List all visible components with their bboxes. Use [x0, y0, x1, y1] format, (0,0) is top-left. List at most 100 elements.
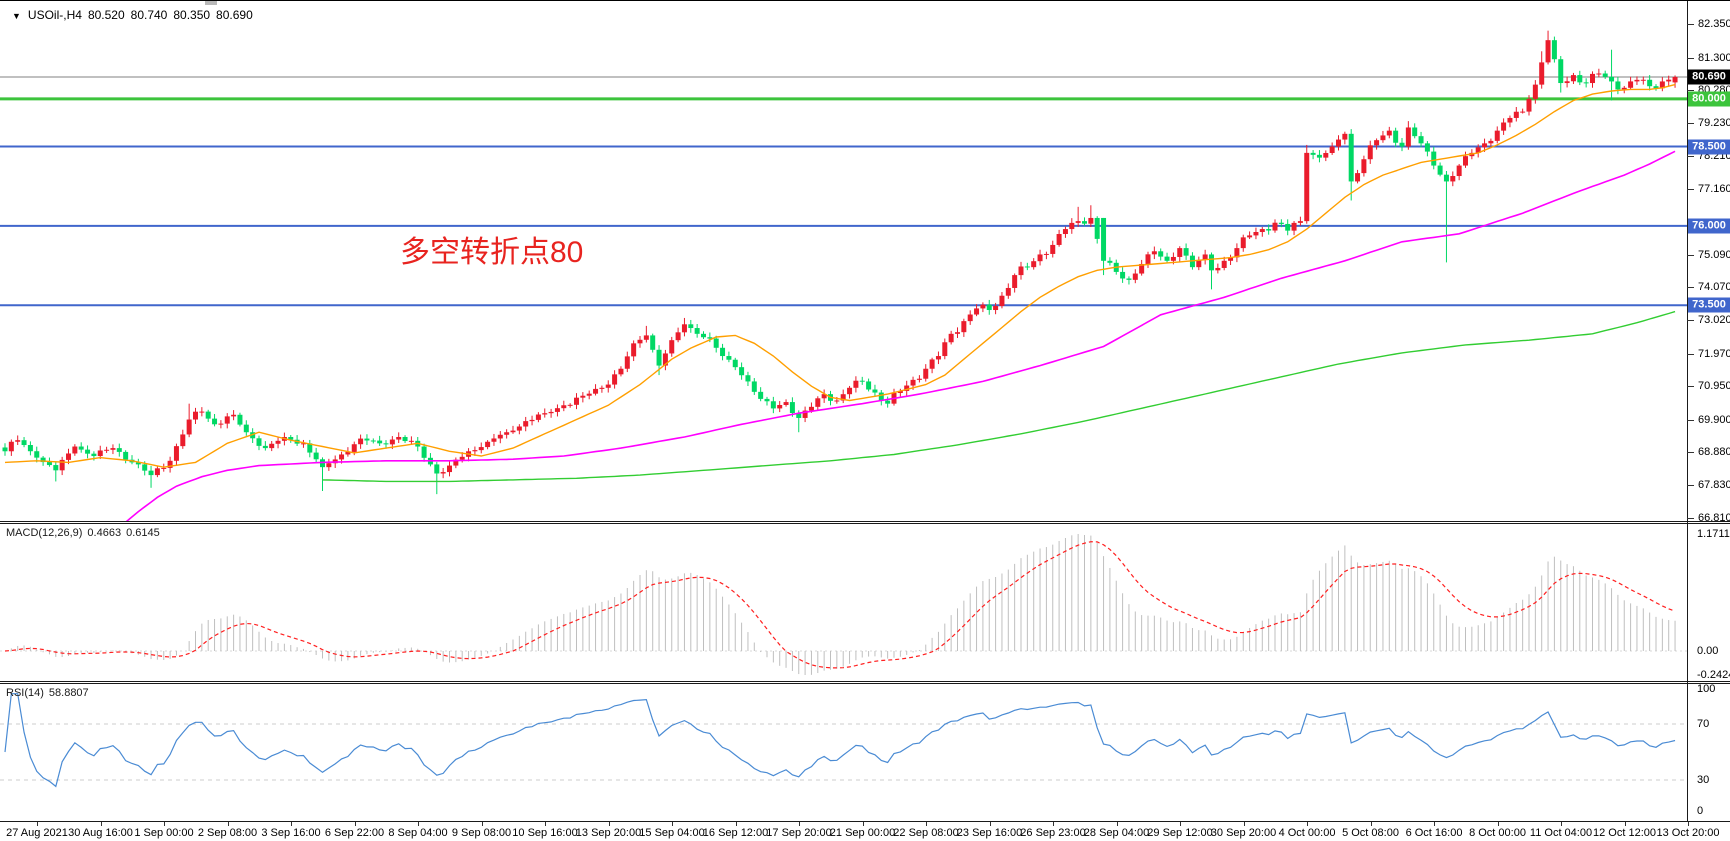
price-tick-dash [1687, 57, 1694, 59]
price-tick-label: 81.300 [1698, 51, 1730, 64]
time-label: 29 Sep 12:00 [1147, 827, 1213, 839]
time-label: 2 Sep 08:00 [197, 827, 258, 839]
price-tick-dash [1687, 419, 1694, 421]
rsi-indicator-label: RSI(14) 58.8807 [6, 687, 94, 699]
price-tick-label: 70.950 [1698, 380, 1730, 393]
macd-indicator-label: MACD(12,26,9) 0.4663 0.6145 [6, 527, 165, 539]
current-price-badge: 80.690 [1688, 69, 1730, 85]
quote-high: 80.740 [130, 8, 168, 22]
time-label: 4 Oct 00:00 [1278, 827, 1336, 839]
time-label: 27 Aug 2021 [6, 827, 68, 839]
time-tick [291, 822, 292, 826]
time-tick [1370, 822, 1372, 826]
time-tick [1116, 822, 1118, 826]
symbol-label: USOil-,H4 [27, 8, 82, 22]
fast-ma [4, 83, 1676, 468]
time-tick [608, 822, 610, 826]
price-tick-dash [1687, 123, 1694, 125]
time-tick [1497, 822, 1499, 826]
time-tick [735, 822, 737, 826]
indicator-axis-label: 70 [1697, 718, 1710, 730]
time-tick [1053, 822, 1054, 826]
chart-annotation-text: 多空转折点80 [400, 236, 584, 269]
time-label: 16 Sep 12:00 [702, 827, 769, 839]
price-tick-label: 75.090 [1698, 248, 1730, 261]
price-tick-dash [1687, 485, 1694, 487]
price-tick-dash [1687, 155, 1694, 157]
rsi-value: 58.8807 [48, 687, 89, 699]
time-tick [37, 822, 38, 826]
time-label: 26 Sep 23:00 [1020, 827, 1086, 839]
time-axis[interactable]: 27 Aug 2021 30 Aug 16:00 1 Sep 00:00 2 Sep … [0, 821, 1730, 841]
level-price-badge: 76.000 [1688, 218, 1730, 234]
level-price-badge: 78.500 [1688, 139, 1730, 155]
price-tick-label: 82.350 [1698, 18, 1730, 31]
time-tick [164, 822, 165, 826]
price-tick-label: 73.020 [1698, 314, 1730, 327]
price-tick-dash [1687, 287, 1694, 289]
symbol-dropdown-icon[interactable]: ▼ [12, 11, 21, 21]
quote-close: 80.690 [216, 8, 253, 22]
time-tick [418, 822, 419, 826]
time-label: 17 Sep 20:00 [766, 827, 832, 839]
level-price-badge: 73.500 [1688, 297, 1730, 313]
time-label: 30 Aug 16:00 [68, 827, 133, 839]
time-tick [227, 822, 229, 826]
time-tick [545, 822, 546, 826]
macd-signal-value: 0.6145 [126, 527, 160, 539]
macd-indicator-panel[interactable] [0, 525, 1687, 681]
price-tick-dash [1687, 517, 1694, 519]
time-tick [799, 822, 800, 826]
slow-ma [322, 310, 1676, 483]
time-label: 6 Sep 22:00 [324, 827, 385, 839]
time-label: 22 Sep 08:00 [893, 827, 959, 839]
rsi-indicator-panel[interactable] [0, 685, 1687, 821]
time-label: 12 Oct 12:00 [1593, 827, 1656, 839]
time-label: 8 Oct 00:00 [1469, 827, 1526, 839]
price-tick-dash [1687, 254, 1694, 256]
indicator-axis-label: 0 [1697, 805, 1704, 817]
price-tick-dash [1687, 90, 1694, 91]
time-label: 30 Sep 20:00 [1210, 827, 1277, 839]
time-tick [1243, 822, 1245, 826]
time-tick [481, 822, 483, 826]
time-label: 9 Sep 08:00 [451, 827, 512, 839]
indicator-axis-label: 30 [1697, 774, 1710, 786]
time-label: 1 Sep 00:00 [134, 827, 194, 839]
time-tick [1307, 822, 1308, 826]
time-label: 13 Oct 20:00 [1656, 827, 1720, 839]
rsi-line [4, 693, 1676, 788]
time-label: 3 Sep 16:00 [261, 827, 321, 839]
time-label: 11 Oct 04:00 [1529, 827, 1593, 839]
price-tick-dash [1687, 24, 1694, 26]
macd-main-value: 0.4663 [87, 527, 122, 539]
panel-splitter[interactable] [0, 681, 1730, 684]
indicator-axis-label: -0.2424 [1697, 669, 1730, 681]
macd-signal-line [4, 541, 1676, 669]
time-label: 5 Oct 08:00 [1342, 827, 1399, 839]
time-tick [1624, 822, 1626, 826]
main-price-chart[interactable] [0, 1, 1687, 521]
price-tick-label: 67.830 [1698, 479, 1730, 492]
time-tick [1561, 822, 1562, 826]
price-tick-dash [1687, 353, 1694, 355]
time-tick [1688, 822, 1689, 826]
price-tick-dash [1687, 189, 1694, 191]
indicator-axis-label: 1.1711 [1697, 528, 1730, 540]
price-tick-dash [1687, 451, 1694, 453]
time-label: 13 Sep 20:00 [575, 827, 642, 839]
medium-ma [125, 150, 1676, 521]
time-tick [100, 822, 102, 826]
time-tick [862, 822, 864, 826]
price-tick-label: 74.070 [1698, 281, 1730, 294]
panel-splitter[interactable] [0, 521, 1730, 524]
time-label: 23 Sep 16:00 [956, 827, 1023, 839]
time-tick [926, 822, 927, 826]
time-label: 10 Sep 16:00 [512, 827, 578, 839]
window-chrome-nub [205, 1, 217, 5]
time-label: 28 Sep 04:00 [1083, 827, 1150, 839]
rsi-name: RSI(14) [6, 687, 44, 699]
quote-low: 80.350 [173, 8, 211, 22]
quote-open: 80.520 [87, 8, 125, 22]
macd-name: MACD(12,26,9) [6, 527, 83, 539]
